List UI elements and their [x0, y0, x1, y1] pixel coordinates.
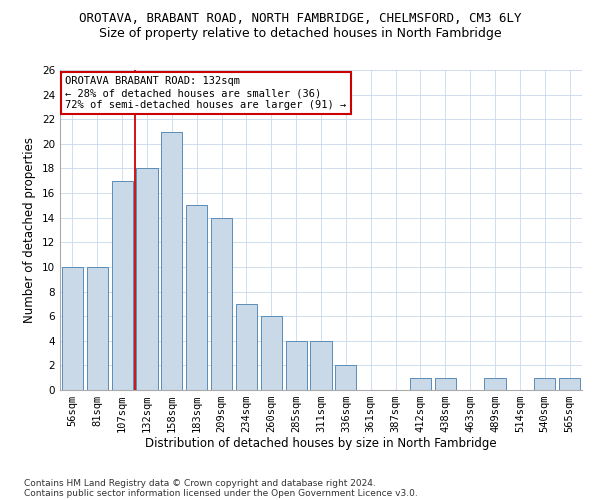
Text: OROTAVA, BRABANT ROAD, NORTH FAMBRIDGE, CHELMSFORD, CM3 6LY: OROTAVA, BRABANT ROAD, NORTH FAMBRIDGE, … — [79, 12, 521, 26]
Bar — [286, 341, 307, 390]
Bar — [161, 132, 182, 390]
Bar — [211, 218, 232, 390]
Y-axis label: Number of detached properties: Number of detached properties — [23, 137, 37, 323]
Bar — [261, 316, 282, 390]
X-axis label: Distribution of detached houses by size in North Fambridge: Distribution of detached houses by size … — [145, 436, 497, 450]
Bar — [335, 366, 356, 390]
Bar — [62, 267, 83, 390]
Bar — [87, 267, 108, 390]
Bar — [112, 181, 133, 390]
Bar — [559, 378, 580, 390]
Text: Size of property relative to detached houses in North Fambridge: Size of property relative to detached ho… — [98, 28, 502, 40]
Text: Contains public sector information licensed under the Open Government Licence v3: Contains public sector information licen… — [24, 488, 418, 498]
Bar — [236, 304, 257, 390]
Bar — [136, 168, 158, 390]
Text: Contains HM Land Registry data © Crown copyright and database right 2024.: Contains HM Land Registry data © Crown c… — [24, 478, 376, 488]
Text: OROTAVA BRABANT ROAD: 132sqm
← 28% of detached houses are smaller (36)
72% of se: OROTAVA BRABANT ROAD: 132sqm ← 28% of de… — [65, 76, 346, 110]
Bar — [435, 378, 456, 390]
Bar — [186, 206, 207, 390]
Bar — [310, 341, 332, 390]
Bar — [410, 378, 431, 390]
Bar — [534, 378, 555, 390]
Bar — [484, 378, 506, 390]
